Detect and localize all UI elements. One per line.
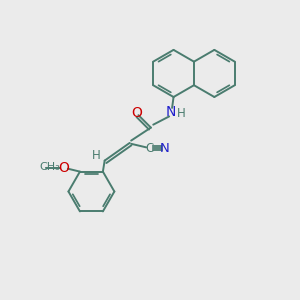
Text: CH₃: CH₃ [40,162,60,172]
Text: methoxy: methoxy [45,167,52,168]
Text: C: C [146,142,154,155]
Text: O: O [131,106,142,121]
Text: N: N [165,105,176,119]
Text: H: H [177,107,186,120]
Text: O: O [58,161,69,175]
Text: N: N [160,142,170,155]
Text: H: H [92,149,101,162]
